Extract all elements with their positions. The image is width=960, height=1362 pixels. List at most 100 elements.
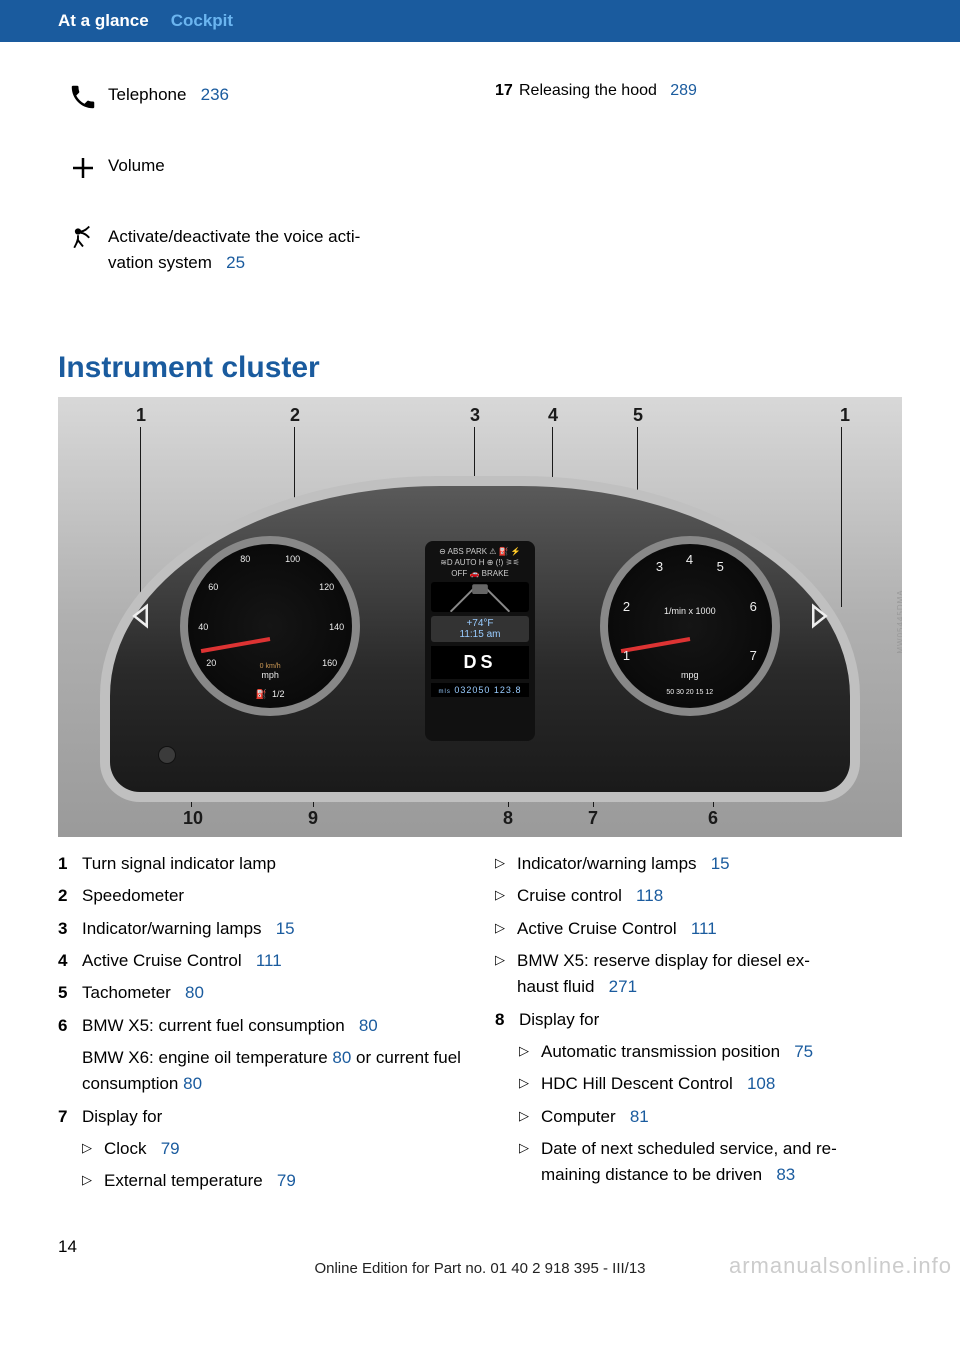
legend-sub-wrap: External temperature 79 [104, 1168, 465, 1194]
sub-marker-icon: ▷ [519, 1136, 541, 1189]
legend-3: 3 Indicator/warning lamps 15 [58, 916, 465, 942]
top-right-col: 17 Releasing the hood 289 [495, 82, 902, 311]
speedo-kmh-label: 0 km/h mph [188, 660, 352, 680]
hood-text-wrap: Releasing the hood 289 [519, 82, 902, 100]
legend-sub-wrap: HDC Hill Descent Control 108 [541, 1071, 902, 1097]
legend-text: Active Cruise Control [82, 951, 242, 970]
legend-link[interactable]: 80 [332, 1048, 351, 1067]
legend-num-empty [58, 1045, 82, 1098]
legend-num: 4 [58, 948, 82, 974]
warning-row-1: ⊖ ABS PARK ⚠ ⛽ ⚡ [429, 547, 531, 556]
hood-num: 17 [495, 82, 519, 100]
sub-marker-icon: ▷ [495, 883, 517, 909]
callout-bot-8: 8 [503, 808, 513, 829]
sub-marker-icon: ▷ [519, 1104, 541, 1130]
hood-link[interactable]: 289 [670, 82, 697, 99]
legend-num: 7 [58, 1104, 82, 1130]
telephone-label: Telephone [108, 85, 186, 104]
legend-left: 1 Turn signal indicator lamp 2 Speedomet… [58, 851, 465, 1201]
left-turn-icon [128, 601, 158, 631]
callout-bot-6: 6 [708, 808, 718, 829]
legend-link[interactable]: 81 [630, 1107, 649, 1126]
legend-7r-sub: ▷ Active Cruise Control 111 [495, 916, 902, 942]
legend-sub-text: Computer [541, 1107, 616, 1126]
center-panel: ⊖ ABS PARK ⚠ ⛽ ⚡ ≋D AUTO H ⊕ (!) ⚞⚟ OFF … [425, 541, 535, 741]
legend-text: Display for [519, 1007, 902, 1033]
legend-link[interactable]: 15 [276, 919, 295, 938]
legend-link[interactable]: 108 [747, 1074, 775, 1093]
cluster-body: 20 40 60 80 100 120 140 160 0 km/h mph ⛽… [100, 476, 860, 802]
legend-1: 1 Turn signal indicator lamp [58, 851, 465, 877]
legend-sub-text: External temperature [104, 1171, 263, 1190]
callout-top-2: 2 [290, 405, 300, 426]
hood-row: 17 Releasing the hood 289 [495, 82, 902, 100]
legend-num: 8 [495, 1007, 519, 1033]
legend-8: 8 Display for [495, 1007, 902, 1033]
sub-marker-icon: ▷ [495, 916, 517, 942]
legend-7: 7 Display for [58, 1104, 465, 1130]
legend-8-sub: ▷ Date of next scheduled service, and re… [495, 1136, 902, 1189]
legend-right: ▷ Indicator/warning lamps 15 ▷ Cruise co… [495, 851, 902, 1201]
legend-text-wrap: BMW X5: current fuel consumption 80 [82, 1013, 465, 1039]
volume-text: Volume [108, 153, 165, 179]
telephone-link[interactable]: 236 [201, 85, 229, 104]
header-bar: At a glance Cockpit [0, 0, 960, 42]
reset-button-dot [158, 746, 176, 764]
legend-text-wrap: Tachometer 80 [82, 980, 465, 1006]
legend-sub-wrap: Cruise control 118 [517, 883, 902, 909]
legend-text: Indicator/warning lamps [82, 919, 262, 938]
legend-link[interactable]: 15 [711, 854, 730, 873]
legend-sub-wrap: Active Cruise Control 111 [517, 916, 902, 942]
tacho-label: 1/min x 1000 [608, 606, 772, 616]
fuel-indicator: ⛽ 1/2 [188, 689, 352, 700]
callout-top-5: 5 [633, 405, 643, 426]
legend-link[interactable]: 80 [185, 983, 204, 1002]
sub-marker-icon: ▷ [495, 948, 517, 1001]
legend-link[interactable]: 271 [609, 977, 637, 996]
voice-link[interactable]: 25 [226, 253, 245, 272]
callout-top-4: 4 [548, 405, 558, 426]
legend-link[interactable]: 80 [183, 1074, 202, 1093]
legend-link[interactable]: 118 [636, 886, 663, 905]
legend-8-sub: ▷ Automatic transmission position 75 [495, 1039, 902, 1065]
legend-link[interactable]: 75 [794, 1042, 813, 1061]
legend-5: 5 Tachometer 80 [58, 980, 465, 1006]
sub-marker-icon: ▷ [82, 1168, 104, 1194]
legend-link[interactable]: 80 [359, 1016, 378, 1035]
legend-link[interactable]: 79 [161, 1139, 180, 1158]
legend-sub-text: BMW X5: reserve display for diesel ex‐ h… [517, 951, 810, 996]
callout-bot-7: 7 [588, 808, 598, 829]
legend-8-sub: ▷ Computer 81 [495, 1104, 902, 1130]
legend-text-wrap: BMW X6: engine oil temperature 80 or cur… [82, 1045, 465, 1098]
legend-link[interactable]: 111 [256, 951, 282, 970]
mpg-scale: 50 30 20 15 12 [608, 689, 772, 696]
legend-sub-wrap: Computer 81 [541, 1104, 902, 1130]
legend-text: Speedometer [82, 883, 465, 909]
page-number: 14 [58, 1237, 77, 1257]
top-section: Telephone 236 Volume Activate/deactivate… [58, 82, 902, 311]
legend-text-wrap: Indicator/warning lamps 15 [82, 916, 465, 942]
odometer-display: mls 032050 123.8 [431, 683, 529, 697]
top-left-col: Telephone 236 Volume Activate/deactivate… [58, 82, 465, 311]
phone-icon [58, 82, 108, 117]
legend-text: Tachometer [82, 983, 171, 1002]
legend-text-wrap: Active Cruise Control 111 [82, 948, 465, 974]
legend-num: 1 [58, 851, 82, 877]
legend-link[interactable]: 83 [776, 1165, 795, 1184]
tachometer-gauge: 1 2 3 4 5 6 7 1/min x 1000 mpg 50 30 20 … [600, 536, 780, 716]
legend-sub-text: Active Cruise Control [517, 919, 677, 938]
header-tab: At a glance [58, 11, 149, 31]
page-content: Telephone 236 Volume Activate/deactivate… [0, 82, 960, 1201]
plus-icon [58, 153, 108, 188]
section-title: Instrument cluster [58, 351, 902, 385]
legend-text: BMW X5: current fuel consumption [82, 1016, 345, 1035]
temp-time-display: +74°F11:15 am [431, 616, 529, 642]
instrument-cluster-image: MW05445DMA 1 2 3 4 5 1 10 9 8 7 6 [58, 397, 902, 837]
callout-top-1b: 1 [840, 405, 850, 426]
legend-link[interactable]: 111 [691, 919, 717, 938]
callout-top-3: 3 [470, 405, 480, 426]
callout-line [140, 427, 141, 607]
legend-num: 6 [58, 1013, 82, 1039]
legend-link[interactable]: 79 [277, 1171, 296, 1190]
legend-sub-text: Cruise control [517, 886, 622, 905]
